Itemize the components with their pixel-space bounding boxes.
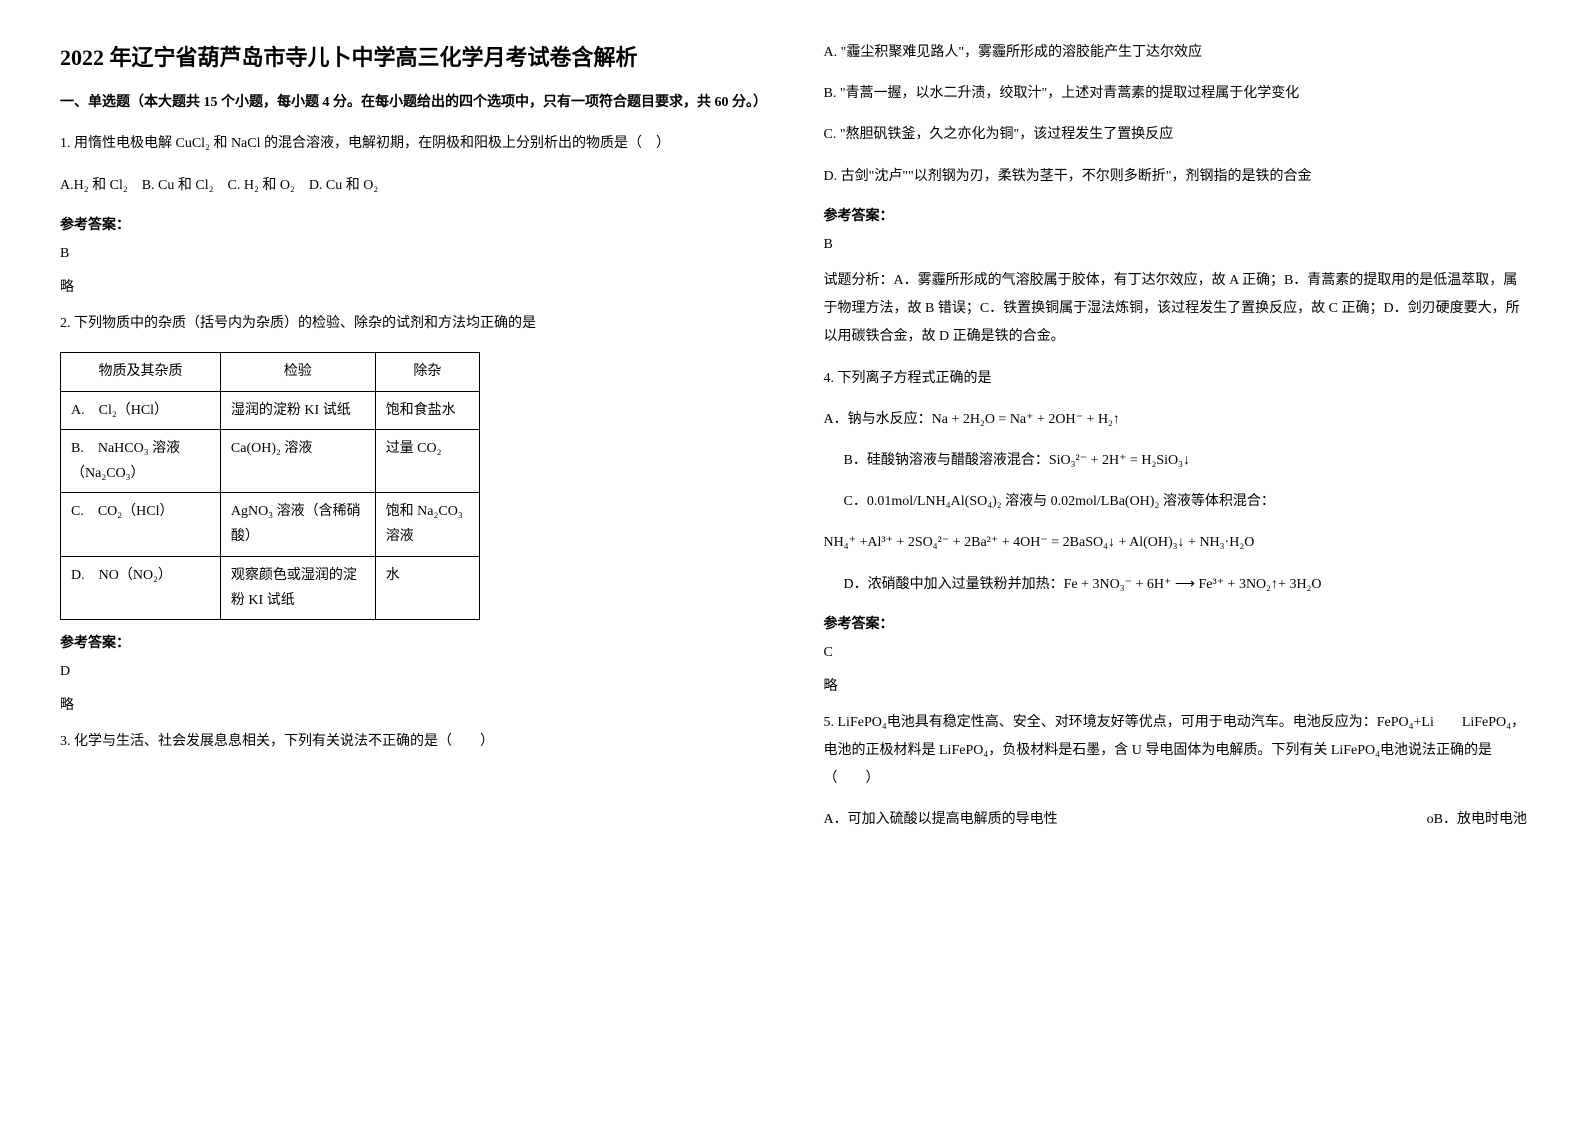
table-header: 除杂: [375, 353, 479, 391]
right-column: A. "霾尘积聚难见路人"，雾霾所形成的溶胶能产生丁达尔效应 B. "青蒿一握，…: [824, 40, 1528, 848]
q2-text: 2. 下列物质中的杂质（括号内为杂质）的检验、除杂的试剂和方法均正确的是: [60, 310, 764, 338]
q1-brief: 略: [60, 276, 764, 296]
q4-optC: C．0.01mol/LNH₄Al(SO₄)₂ 溶液与 0.02mol/LBa(O…: [824, 489, 1528, 514]
table-cell: D. NO（NO₂）: [61, 556, 221, 619]
table-cell: 水: [375, 556, 479, 619]
table-cell: B. NaHCO₃ 溶液（Na₂CO₃）: [61, 429, 221, 492]
answer-label: 参考答案：: [824, 205, 1528, 225]
answer-label: 参考答案：: [60, 214, 764, 234]
table-row: C. CO₂（HCl） AgNO₃ 溶液（含稀硝酸） 饱和 Na₂CO₃ 溶液: [61, 493, 480, 556]
answer-label: 参考答案：: [824, 613, 1528, 633]
q1-answer: B: [60, 246, 764, 262]
table-row: D. NO（NO₂） 观察颜色或湿润的淀粉 KI 试纸 水: [61, 556, 480, 619]
table-header: 检验: [220, 353, 375, 391]
table-row: B. NaHCO₃ 溶液（Na₂CO₃） Ca(OH)₂ 溶液 过量 CO₂: [61, 429, 480, 492]
q3-explain: 试题分析：A．雾霾所形成的气溶胶属于胶体，有丁达尔效应，故 A 正确；B．青蒿素…: [824, 267, 1528, 351]
table-cell: AgNO₃ 溶液（含稀硝酸）: [220, 493, 375, 556]
page-title: 2022 年辽宁省葫芦岛市寺儿卜中学高三化学月考试卷含解析: [60, 40, 764, 72]
table-header: 物质及其杂质: [61, 353, 221, 391]
q5-optB: oB．放电时电池: [1427, 807, 1527, 832]
q2-table: 物质及其杂质 检验 除杂 A. Cl₂（HCl） 湿润的淀粉 KI 试纸 饱和食…: [60, 352, 480, 620]
table-cell: C. CO₂（HCl）: [61, 493, 221, 556]
table-row: A. Cl₂（HCl） 湿润的淀粉 KI 试纸 饱和食盐水: [61, 391, 480, 429]
left-column: 2022 年辽宁省葫芦岛市寺儿卜中学高三化学月考试卷含解析 一、单选题（本大题共…: [60, 40, 764, 848]
q1-options: A.H₂ 和 Cl₂ B. Cu 和 Cl₂ C. H₂ 和 O₂ D. Cu …: [60, 172, 764, 200]
table-header-row: 物质及其杂质 检验 除杂: [61, 353, 480, 391]
table-cell: 观察颜色或湿润的淀粉 KI 试纸: [220, 556, 375, 619]
q4-optD: D．浓硝酸中加入过量铁粉并加热：Fe + 3NO₃⁻ + 6H⁺ ⟶ Fe³⁺ …: [824, 572, 1528, 597]
table-cell: 饱和食盐水: [375, 391, 479, 429]
q5-options-partial: A．可加入硫酸以提高电解质的导电性 oB．放电时电池: [824, 807, 1528, 832]
q4-eqC: NH₄⁺ +Al³⁺ + 2SO₄²⁻ + 2Ba²⁺ + 4OH⁻ = 2Ba…: [824, 530, 1528, 555]
table-cell: 饱和 Na₂CO₃ 溶液: [375, 493, 479, 556]
table-cell: 过量 CO₂: [375, 429, 479, 492]
table-cell: Ca(OH)₂ 溶液: [220, 429, 375, 492]
q4-text: 4. 下列离子方程式正确的是: [824, 365, 1528, 393]
table-cell: 湿润的淀粉 KI 试纸: [220, 391, 375, 429]
answer-label: 参考答案：: [60, 632, 764, 652]
q4-optB: B．硅酸钠溶液与醋酸溶液混合：SiO₃²⁻ + 2H⁺ = H₂SiO₃↓: [824, 448, 1528, 473]
section-header: 一、单选题（本大题共 15 个小题，每小题 4 分。在每小题给出的四个选项中，只…: [60, 92, 764, 114]
table-cell: A. Cl₂（HCl）: [61, 391, 221, 429]
q4-optA: A．钠与水反应：Na + 2H₂O = Na⁺ + 2OH⁻ + H₂↑: [824, 407, 1528, 432]
q3-answer: B: [824, 237, 1528, 253]
q3-optC: C. "熬胆矾铁釜，久之亦化为铜"，该过程发生了置换反应: [824, 122, 1528, 147]
q3-optD: D. 古剑"沈卢""以剂钢为刃，柔铁为茎干，不尔则多断折"，剂钢指的是铁的合金: [824, 164, 1528, 189]
q2-answer: D: [60, 664, 764, 680]
q4-answer: C: [824, 645, 1528, 661]
q5-text: 5. LiFePO₄电池具有稳定性高、安全、对环境友好等优点，可用于电动汽车。电…: [824, 709, 1528, 793]
q5-optA: A．可加入硫酸以提高电解质的导电性: [824, 812, 1058, 827]
q2-brief: 略: [60, 694, 764, 714]
q3-optB: B. "青蒿一握，以水二升渍，绞取汁"，上述对青蒿素的提取过程属于化学变化: [824, 81, 1528, 106]
q1-text: 1. 用惰性电极电解 CuCl₂ 和 NaCl 的混合溶液，电解初期，在阴极和阳…: [60, 130, 764, 158]
q4-brief: 略: [824, 675, 1528, 695]
q3-text: 3. 化学与生活、社会发展息息相关，下列有关说法不正确的是（ ）: [60, 728, 764, 756]
q3-optA: A. "霾尘积聚难见路人"，雾霾所形成的溶胶能产生丁达尔效应: [824, 40, 1528, 65]
